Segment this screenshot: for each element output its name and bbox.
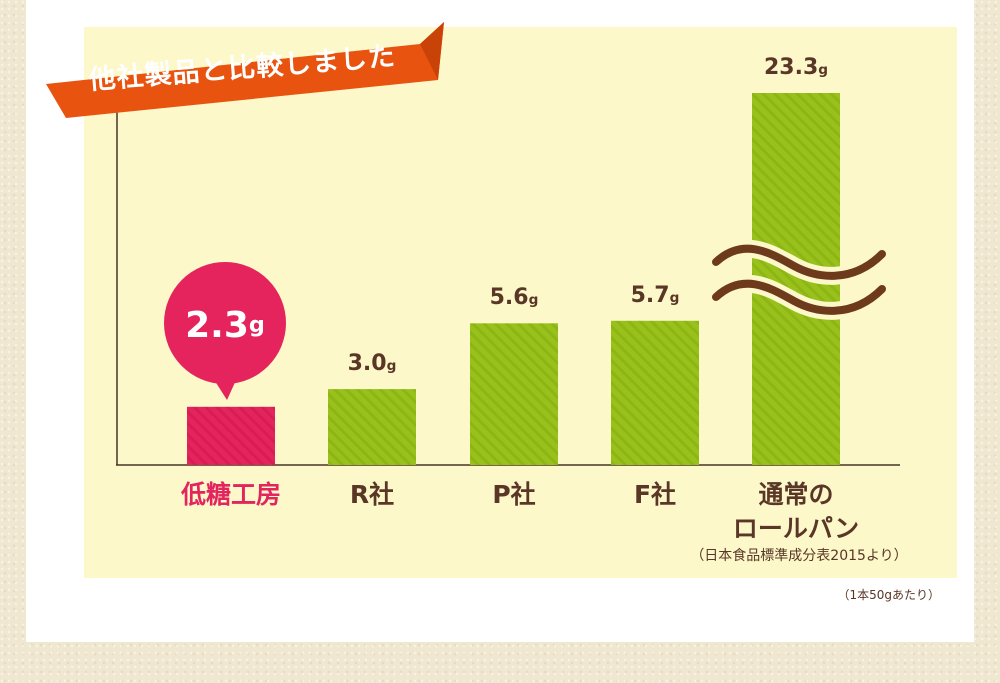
- highlight-value-unit: g: [248, 312, 265, 338]
- highlight-bubble: [164, 262, 286, 400]
- bar-1: [187, 406, 275, 465]
- value-unit: g: [818, 62, 829, 78]
- value-unit: g: [386, 358, 397, 375]
- value-number: 23.3: [763, 55, 819, 80]
- value-label-5: 23.3g: [736, 55, 856, 80]
- category-label-1: 低糖工房: [146, 478, 316, 512]
- source-note: （日本食品標準成分表2015より）: [690, 548, 908, 564]
- category-label-3: P社: [429, 478, 599, 512]
- highlight-value-number: 2.3: [185, 304, 249, 346]
- heading-ribbon: [46, 22, 444, 118]
- value-label-3: 5.6g: [454, 285, 574, 310]
- bubble-tail: [213, 378, 237, 400]
- value-unit: g: [528, 292, 539, 309]
- category-label-line: F社: [633, 480, 677, 509]
- bubble-circle: [164, 262, 286, 384]
- bar-3: [470, 323, 558, 465]
- value-number: 5.6: [489, 285, 529, 311]
- category-label-line: R社: [349, 480, 395, 509]
- category-label-2: R社: [287, 478, 457, 512]
- category-label-4: F社: [570, 478, 740, 512]
- value-unit: g: [669, 289, 680, 306]
- category-label-line: P社: [492, 480, 536, 509]
- highlight-value-label: 2.3 g: [164, 285, 286, 365]
- bar-2: [328, 389, 416, 465]
- break-wave-bottom: [712, 279, 886, 315]
- value-number: 3.0: [347, 351, 387, 377]
- value-number: 5.7: [630, 282, 670, 308]
- category-label-line: 低糖工房: [180, 480, 281, 509]
- category-label-line: 通常の: [758, 480, 834, 509]
- break-wave-top: [712, 244, 886, 280]
- value-label-2: 3.0g: [312, 351, 432, 376]
- category-label-line: ロールパン: [732, 514, 860, 543]
- value-label-4: 5.7g: [595, 283, 715, 308]
- bar-4: [611, 320, 699, 465]
- category-label-5: 通常の ロールパン: [711, 478, 881, 546]
- per-unit-note: （1本50gあたり）: [837, 588, 940, 602]
- axis-break-mark: [707, 239, 891, 320]
